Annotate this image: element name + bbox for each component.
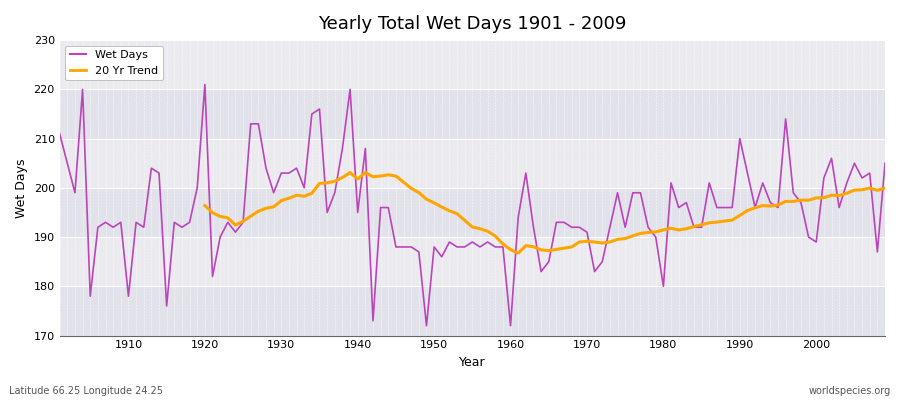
20 Yr Trend [688, 224, 699, 229]
Y-axis label: Wet Days: Wet Days [15, 158, 28, 218]
20 Yr Trend [864, 186, 875, 190]
Text: Latitude 66.25 Longitude 24.25: Latitude 66.25 Longitude 24.25 [9, 386, 163, 396]
20 Yr Trend [780, 199, 791, 204]
Wet Days [612, 190, 623, 195]
Bar [59, 237, 885, 286]
Wet Days [879, 161, 890, 166]
Wet Days [54, 131, 65, 136]
Bar [59, 89, 885, 139]
Wet Days [520, 171, 531, 176]
Wet Days [200, 82, 211, 87]
Wet Days [421, 323, 432, 328]
20 Yr Trend [200, 203, 211, 208]
20 Yr Trend [413, 190, 424, 195]
Line: Wet Days: Wet Days [59, 84, 885, 326]
Legend: Wet Days, 20 Yr Trend: Wet Days, 20 Yr Trend [65, 46, 163, 80]
20 Yr Trend [292, 193, 302, 198]
20 Yr Trend [796, 198, 806, 202]
Bar [59, 188, 885, 237]
20 Yr Trend [879, 186, 890, 190]
Bar [59, 40, 885, 89]
Wet Days [513, 215, 524, 220]
Title: Yearly Total Wet Days 1901 - 2009: Yearly Total Wet Days 1901 - 2009 [318, 15, 626, 33]
Wet Days [337, 146, 347, 151]
Bar [59, 139, 885, 188]
X-axis label: Year: Year [459, 356, 486, 369]
20 Yr Trend [513, 251, 524, 256]
Text: worldspecies.org: worldspecies.org [809, 386, 891, 396]
Bar [59, 286, 885, 336]
Wet Days [115, 220, 126, 225]
Wet Days [292, 166, 302, 170]
Line: 20 Yr Trend: 20 Yr Trend [205, 172, 885, 253]
20 Yr Trend [360, 170, 371, 175]
